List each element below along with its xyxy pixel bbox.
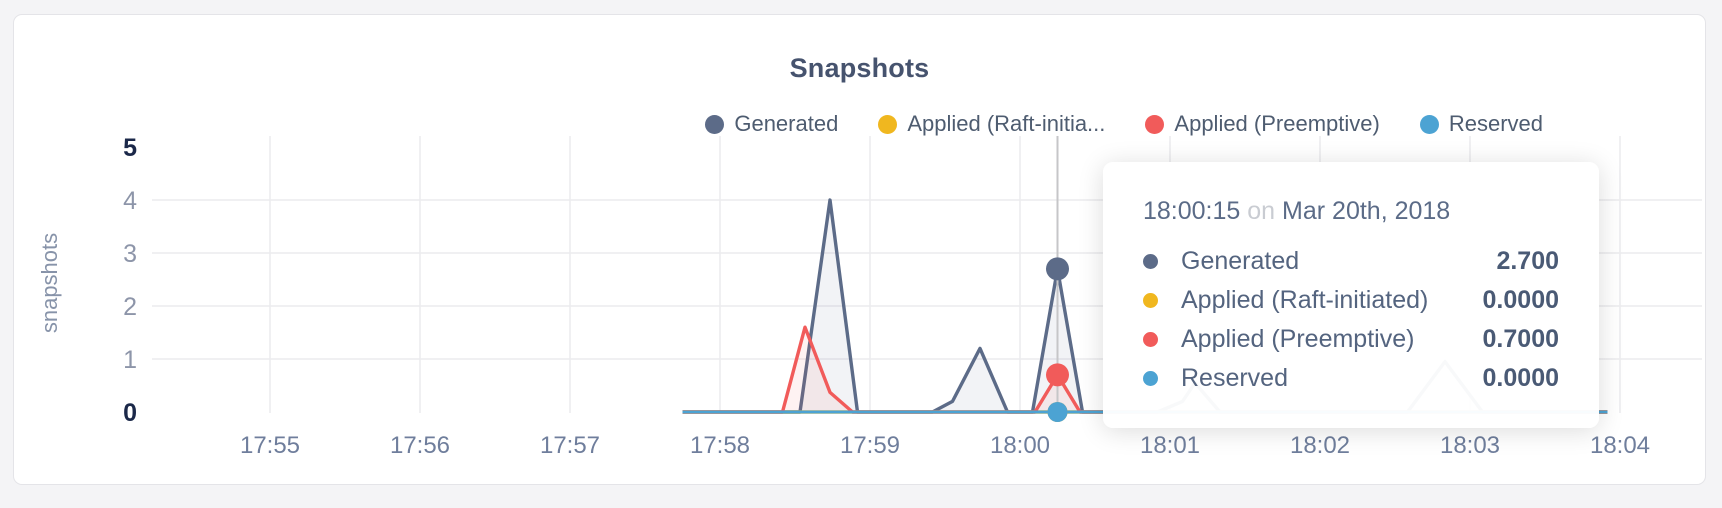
y-tick-label: 3 <box>123 240 137 268</box>
x-tick-label: 18:04 <box>1590 432 1650 459</box>
legend-label: Applied (Raft-initia... <box>907 111 1106 136</box>
hover-point-3[interactable] <box>1046 363 1069 387</box>
legend-item-applied-raft[interactable]: Applied (Raft-initia... <box>878 111 1105 137</box>
x-tick-label: 17:55 <box>240 432 300 459</box>
tooltip-time: 18:00:15 <box>1143 197 1241 225</box>
tooltip-row-applied-raft: Applied (Raft-initiated) 0.0000 <box>1143 281 1559 320</box>
y-tick-label: 5 <box>123 134 137 162</box>
series-dot-icon <box>1143 293 1158 308</box>
y-tick-label: 4 <box>123 187 137 215</box>
legend-dot-icon <box>1419 114 1439 134</box>
hover-point-1[interactable] <box>1046 257 1069 281</box>
legend-label: Generated <box>734 111 839 136</box>
legend-dot-icon <box>1145 114 1165 134</box>
x-tick-label: 17:56 <box>390 432 450 459</box>
y-tick-label: 1 <box>123 346 137 374</box>
tooltip-timestamp: 18:00:15 on Mar 20th, 2018 <box>1143 194 1559 228</box>
tooltip-row-applied-preemptive: Applied (Preemptive) 0.7000 <box>1143 320 1559 359</box>
series-dot-icon <box>1143 254 1158 269</box>
legend-item-applied-preemptive[interactable]: Applied (Preemptive) <box>1145 111 1380 137</box>
x-tick-label: 17:59 <box>840 432 900 459</box>
x-tick-label: 18:01 <box>1140 432 1200 459</box>
legend-label: Reserved <box>1448 111 1543 136</box>
x-tick-label: 18:03 <box>1440 432 1500 459</box>
legend-dot-icon <box>878 114 898 134</box>
chart-tooltip: 18:00:15 on Mar 20th, 2018 Generated 2.7… <box>1103 162 1599 428</box>
chart-legend: Generated Applied (Raft-initia... Applie… <box>705 111 1543 137</box>
tooltip-row-generated: Generated 2.700 <box>1143 242 1559 281</box>
legend-item-generated[interactable]: Generated <box>705 111 838 137</box>
tooltip-row-reserved: Reserved 0.0000 <box>1143 359 1559 398</box>
x-tick-label: 17:57 <box>540 432 600 459</box>
x-tick-label: 18:02 <box>1290 432 1350 459</box>
x-tick-label: 17:58 <box>690 432 750 459</box>
hover-point-4[interactable] <box>1047 402 1068 422</box>
series-dot-icon <box>1143 371 1158 386</box>
legend-item-reserved[interactable]: Reserved <box>1419 111 1543 137</box>
legend-label: Applied (Preemptive) <box>1174 111 1380 136</box>
series-dot-icon <box>1143 332 1158 347</box>
y-tick-label: 0 <box>123 399 137 427</box>
x-tick-label: 18:00 <box>990 432 1050 459</box>
chart-title: Snapshots <box>789 53 930 83</box>
tooltip-date: Mar 20th, 2018 <box>1282 197 1451 225</box>
y-axis-title: snapshots <box>37 233 62 333</box>
y-tick-label: 2 <box>123 293 137 321</box>
legend-dot-icon <box>705 114 725 134</box>
tooltip-conjunction: on <box>1247 197 1276 225</box>
